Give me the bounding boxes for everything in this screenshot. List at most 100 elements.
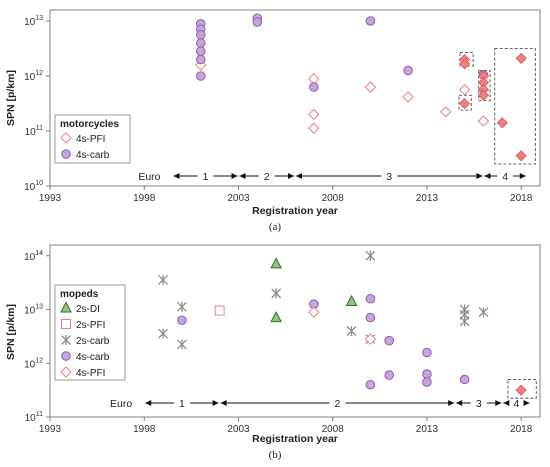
euro-stage-label: 2 [334, 398, 340, 410]
y-tick-base: 10 [25, 413, 37, 424]
data-point [365, 250, 376, 261]
data-point [422, 347, 432, 358]
highlight-box [458, 94, 472, 111]
data-point [365, 312, 376, 323]
data-point [477, 115, 490, 127]
data-point [515, 384, 527, 396]
data-point [384, 335, 395, 346]
legend-entry: 2s-DI [76, 304, 100, 315]
data-point [459, 316, 470, 327]
data-point [459, 58, 471, 70]
y-tick-label: 1012 [24, 70, 43, 83]
y-tick-label: 1010 [24, 180, 43, 193]
y-tick-exponent: 12 [35, 70, 43, 77]
x-axis-label: Registration year [252, 433, 338, 445]
data-point [195, 29, 206, 40]
series-2s-pfi [214, 305, 225, 316]
euro-stage-label: 1 [203, 171, 209, 183]
legend-marker [61, 149, 71, 159]
data-point [422, 369, 432, 379]
y-tick-exponent: 10 [35, 180, 43, 187]
euro-stage-label: 1 [179, 398, 185, 410]
data-point [195, 46, 206, 57]
y-tick-base: 10 [24, 17, 36, 28]
data-point [271, 288, 282, 299]
series-2s-carb [158, 250, 489, 350]
legend-entry: 4s-PFI [76, 134, 105, 145]
data-point [346, 326, 357, 336]
series-4s-pfi [308, 306, 377, 345]
x-tick-label: 2013 [416, 193, 439, 204]
data-point [364, 81, 377, 93]
data-point [365, 293, 376, 304]
x-axis-label: Registration year [252, 205, 338, 217]
x-tick-label: 2008 [322, 193, 345, 204]
data-point [308, 306, 320, 318]
legend: mopeds 2s-DI 2s-PFI 2s-carb 4s-carb 4s-PFI [54, 284, 126, 381]
data-point [422, 377, 432, 387]
legend-title: mopeds [60, 289, 99, 300]
legend-marker [60, 301, 72, 313]
x-tick-label: 1993 [39, 424, 62, 435]
y-tick-label: 1012 [24, 357, 43, 370]
data-point [270, 257, 282, 269]
data-point [364, 333, 377, 345]
data-point [515, 150, 527, 162]
y-tick-label: 1011 [25, 411, 43, 424]
series-highlighted [459, 52, 527, 162]
plot-frame [49, 244, 541, 418]
legend-marker [61, 319, 71, 329]
data-point [177, 315, 187, 326]
euro-label: Euro [138, 171, 160, 183]
data-point [459, 374, 470, 385]
data-point [252, 17, 263, 27]
series-highlighted [515, 384, 527, 396]
plot-frame [49, 9, 541, 187]
data-point [515, 52, 527, 64]
x-tick-label: 1993 [39, 193, 62, 204]
data-point [176, 301, 187, 312]
y-tick-exponent: 11 [36, 411, 43, 418]
x-tick-label: 2018 [510, 424, 533, 435]
data-point [195, 71, 206, 81]
data-point [176, 339, 187, 350]
legend-entry: 4s-PFI [76, 368, 105, 379]
data-point [158, 274, 169, 285]
series-4s-carb [177, 293, 470, 390]
data-point [478, 307, 489, 318]
euro-stages: Euro 1 2 3 4 [110, 398, 530, 410]
euro-stage-label: 3 [386, 171, 392, 183]
y-tick-exponent: 11 [36, 125, 43, 132]
x-tick-label: 2008 [322, 424, 345, 435]
y-tick-base: 10 [24, 359, 36, 370]
data-point [345, 294, 358, 306]
series-2s-di [270, 257, 358, 323]
legend-title: motorcycles [60, 119, 119, 130]
x-tick-label: 2003 [227, 193, 250, 204]
euro-stage-label: 2 [264, 171, 270, 183]
data-point [270, 310, 282, 323]
y-tick-exponent: 13 [35, 15, 43, 22]
legend-marker [61, 335, 71, 345]
legend-entry: 2s-carb [76, 336, 110, 347]
y-tick-base: 10 [24, 252, 36, 263]
highlight-box [507, 378, 537, 399]
data-point [440, 106, 452, 118]
x-tick-label: 2003 [227, 424, 250, 435]
data-point [195, 38, 206, 48]
y-tick-label: 1013 [24, 304, 43, 317]
y-tick-base: 10 [24, 72, 36, 83]
data-point [195, 54, 206, 65]
legend-marker [61, 351, 71, 361]
data-point [214, 305, 225, 316]
data-point [458, 84, 471, 96]
data-point [403, 65, 413, 76]
euro-label: Euro [110, 398, 132, 410]
series-4s-carb [195, 13, 489, 92]
data-point [496, 117, 508, 129]
series-4s-pfi [195, 59, 490, 134]
data-point [309, 82, 319, 92]
data-point [384, 370, 395, 380]
